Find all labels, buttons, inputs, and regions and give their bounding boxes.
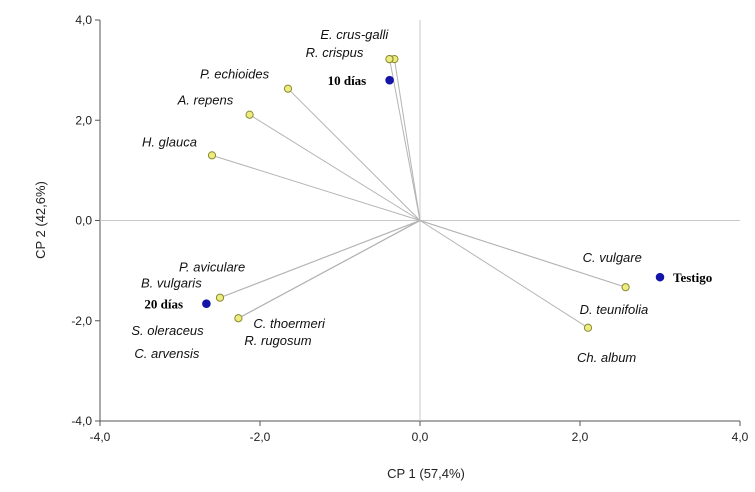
vector-b-vulgaris	[219, 220, 421, 299]
vector-e-crus-galli	[393, 59, 421, 221]
y-tick-label: 0,0	[75, 214, 92, 228]
y-tick-label: 4,0	[75, 13, 92, 27]
treatment-point-10-d-as	[385, 75, 394, 85]
treatment-point-testigo	[655, 272, 665, 282]
point-a-repens	[245, 110, 254, 119]
label-p-echioides: P. echioides	[200, 67, 270, 82]
vector-a-repens	[249, 114, 421, 221]
label-h-glauca: H. glauca	[142, 134, 197, 149]
point-p-aviculare	[215, 293, 225, 302]
x-tick-label: 0,0	[412, 430, 429, 444]
point-labels: E. crus-galli R. crispus P. echioides A. re…	[131, 27, 712, 365]
label-ch-album: Ch. album	[577, 350, 636, 365]
vector-r-rugosum	[238, 220, 421, 319]
treatment-label-20-d-as: 20 días	[144, 297, 183, 312]
vector-ch-album	[419, 220, 589, 329]
vector-h-glauca	[211, 154, 421, 221]
treatment-label-testigo: Testigo	[673, 270, 712, 285]
axes: -4,0 -2,0 0,0 2,0 4,0 -4,0 -2,0 0,0 2,0 4,0	[71, 13, 748, 444]
x-tick-label: 2,0	[572, 430, 589, 444]
treatment-point-20-d-as	[202, 299, 211, 309]
label-r-crispus: R. crispus	[306, 45, 364, 60]
y-axis-title: CP 2 (42,6%)	[33, 181, 48, 259]
label-d-teunifolia: D. teunifolia	[580, 302, 649, 317]
x-axis-title: CP 1 (57,4%)	[387, 466, 465, 481]
label-c-arvensis: C. arvensis	[134, 346, 200, 361]
label-b-vulgaris: B. vulgaris	[141, 276, 202, 291]
treatment-label-10-d-as: 10 días	[328, 73, 367, 88]
point-s-oleraceus	[234, 314, 243, 323]
y-tick-label: -4,0	[71, 414, 92, 428]
label-p-aviculare: P. aviculare	[179, 260, 245, 275]
loading-vectors	[211, 59, 626, 329]
label-e-crus-galli: E. crus-galli	[320, 27, 389, 42]
x-tick-label: -2,0	[250, 430, 271, 444]
label-s-oleraceus: S. oleraceus	[131, 323, 204, 338]
point-r-crispus	[385, 54, 394, 64]
label-a-repens: A. repens	[177, 93, 234, 108]
x-tick-label: -4,0	[90, 430, 111, 444]
points	[202, 54, 665, 332]
vector-r-crispus	[389, 59, 421, 221]
vector-d-teunifolia	[419, 220, 626, 288]
label-c-thoermeri: C. thoermeri	[253, 316, 326, 331]
point-p-echioides	[283, 84, 293, 93]
point-h-glauca	[207, 151, 217, 160]
point-ch-album	[583, 323, 593, 332]
y-tick-label: -2,0	[71, 314, 92, 328]
y-tick-label: 2,0	[75, 113, 92, 127]
label-r-rugosum: R. rugosum	[244, 333, 311, 348]
point-c-vulgare	[621, 283, 630, 292]
vector-p-echioides	[287, 88, 421, 221]
label-c-vulgare: C. vulgare	[583, 250, 642, 265]
x-tick-label: 4,0	[732, 430, 749, 444]
